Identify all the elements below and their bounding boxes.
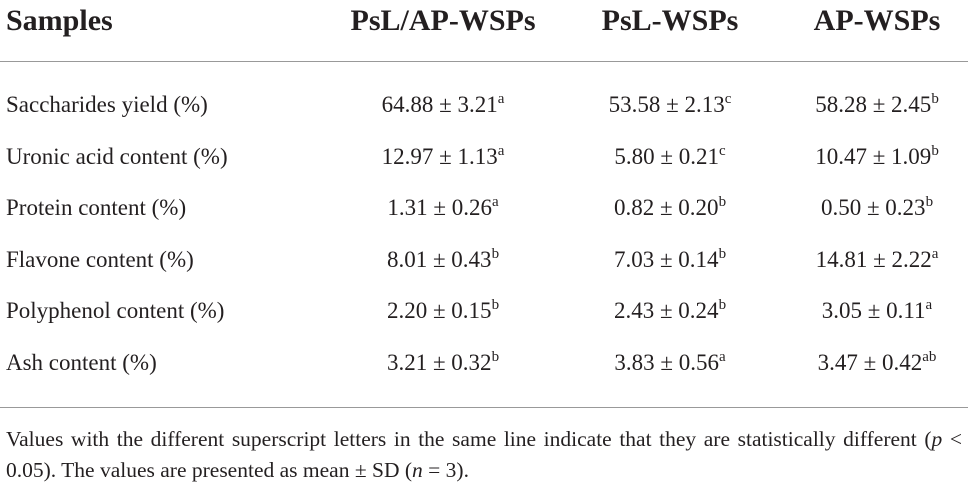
row-label: Protein content (%) [6, 195, 187, 221]
value-cell: 2.20 ± 0.15b [387, 298, 499, 324]
value-text: 58.28 ± 2.45 [815, 92, 932, 117]
value-text: 53.58 ± 2.13 [608, 92, 725, 117]
value-text: 12.97 ± 1.13 [381, 143, 498, 169]
row-label: Flavone content (%) [6, 246, 194, 272]
significance-letter: c [718, 142, 726, 159]
significance-letter: a [718, 349, 726, 365]
footnote-italic: p [931, 427, 943, 451]
bottom-rule [0, 407, 968, 408]
value-text: 3.05 ± 0.11 [821, 298, 926, 324]
footnote-text: = 3). [422, 458, 469, 482]
value-cell: 1.31 ± 0.26a [387, 195, 498, 221]
header-rule [0, 61, 968, 62]
column-header: PsL-WSPs [601, 4, 739, 37]
significance-letter: ab [922, 349, 937, 365]
value-cell: 14.81 ± 2.22a [815, 245, 939, 273]
column-header: PsL/AP-WSPs [350, 4, 536, 37]
value-text: 3.21 ± 0.32 [386, 350, 492, 375]
value-cell: 2.43 ± 0.24b [614, 298, 726, 324]
significance-letter: b [491, 245, 500, 262]
value-cell: 3.83 ± 0.56a [614, 350, 725, 376]
value-text: 0.82 ± 0.20 [613, 195, 719, 221]
footnote: Values with the different superscript le… [6, 424, 962, 486]
value-text: 1.31 ± 0.26 [387, 195, 492, 221]
value-text: 3.47 ± 0.42 [817, 350, 923, 375]
significance-letter: b [925, 194, 934, 211]
value-cell: 3.05 ± 0.11a [822, 298, 932, 324]
value-text: 0.50 ± 0.23 [820, 195, 926, 221]
significance-letter: a [491, 194, 499, 211]
row-label: Polyphenol content (%) [6, 298, 225, 324]
value-cell: 0.82 ± 0.20b [614, 195, 726, 221]
value-cell: 0.50 ± 0.23b [821, 195, 933, 221]
significance-letter: b [718, 245, 727, 262]
significance-letter: b [491, 349, 500, 365]
value-cell: 5.80 ± 0.21c [614, 142, 726, 170]
significance-letter: a [497, 142, 505, 159]
footnote-text: Values with the different superscript le… [6, 427, 932, 451]
value-text: 2.43 ± 0.24 [613, 298, 719, 324]
value-cell: 53.58 ± 2.13c [609, 92, 732, 118]
value-cell: 8.01 ± 0.43b [386, 245, 500, 273]
significance-letter: a [931, 245, 939, 262]
value-text: 3.83 ± 0.56 [614, 350, 719, 375]
value-cell: 58.28 ± 2.45b [815, 92, 939, 118]
significance-letter: b [931, 142, 939, 159]
value-text: 8.01 ± 0.43 [386, 246, 492, 272]
value-text: 2.20 ± 0.15 [386, 298, 492, 324]
significance-letter: b [718, 297, 727, 314]
value-cell: 64.88 ± 3.21a [382, 92, 505, 118]
significance-letter: b [718, 194, 727, 211]
footnote-italic: n [412, 458, 423, 482]
value-cell: 3.47 ± 0.42ab [818, 350, 937, 376]
value-cell: 3.21 ± 0.32b [387, 350, 499, 376]
significance-letter: b [491, 297, 500, 314]
value-cell: 12.97 ± 1.13a [381, 142, 505, 170]
value-text: 10.47 ± 1.09 [815, 143, 932, 169]
column-header: AP-WSPs [813, 4, 941, 37]
row-label: Ash content (%) [6, 350, 157, 375]
value-cell: 10.47 ± 1.09b [815, 142, 939, 170]
value-text: 64.88 ± 3.21 [381, 92, 498, 117]
column-header: Samples [6, 4, 113, 37]
significance-letter: c [724, 91, 732, 107]
significance-letter: a [497, 91, 505, 107]
significance-letter: a [925, 297, 933, 314]
value-cell: 7.03 ± 0.14b [613, 245, 727, 273]
row-label: Saccharides yield (%) [6, 92, 208, 117]
value-text: 14.81 ± 2.22 [815, 246, 932, 272]
row-label: Uronic acid content (%) [6, 143, 228, 169]
value-text: 5.80 ± 0.21 [614, 143, 719, 169]
significance-letter: b [931, 91, 939, 107]
footnote-text: < 0.05). The values are presented as mea… [6, 427, 962, 482]
value-text: 7.03 ± 0.14 [613, 246, 719, 272]
